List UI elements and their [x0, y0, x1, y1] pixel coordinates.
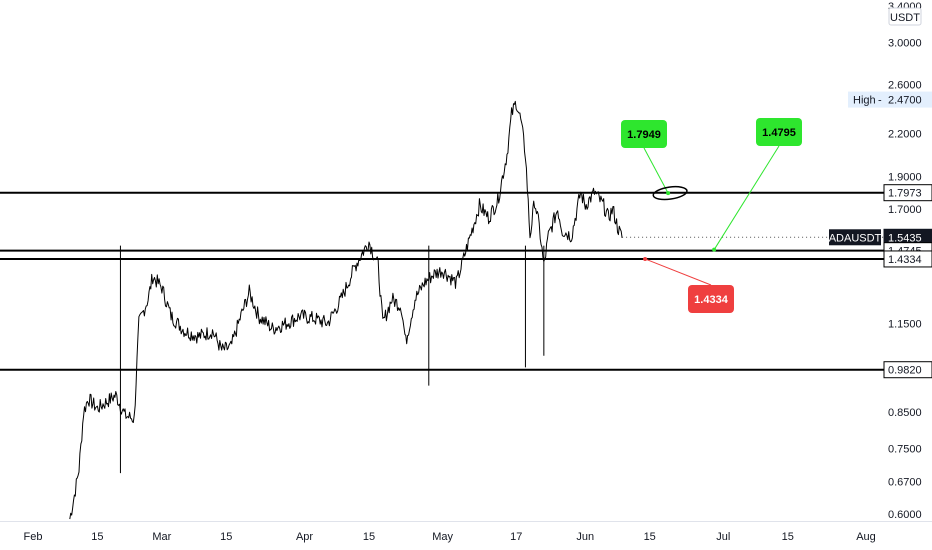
annotation-1[interactable]: 1.4795	[712, 118, 802, 252]
annotation-2[interactable]: 1.4334	[643, 256, 734, 313]
x-tick-label-3: 15	[220, 531, 232, 543]
annotation-target-1	[712, 247, 717, 252]
price-label-text-5: 0.9820	[888, 365, 922, 377]
symbol-label: ADAUSDT	[829, 229, 882, 246]
annotation-target-2	[643, 256, 648, 261]
symbol-label-box	[829, 229, 881, 246]
symbol-label-text: ADAUSDT	[829, 232, 882, 244]
annotation-box-0[interactable]	[621, 120, 667, 148]
annotations[interactable]: 1.7949 1.4795 1.4334	[621, 118, 802, 313]
price-label-box-0	[883, 184, 932, 202]
price-label-4: 1.4334	[883, 250, 932, 268]
price-label-1: 1.5435	[883, 228, 932, 246]
price-label-text-0: 1.7973	[888, 188, 922, 200]
x-tick-label-2: Mar	[152, 531, 171, 543]
horizontal-levels[interactable]	[0, 191, 884, 371]
currency-label: USDT	[888, 7, 922, 26]
x-tick-label-0: Feb	[24, 531, 43, 543]
annotation-connector-1	[713, 145, 780, 250]
high-label-box	[848, 91, 932, 108]
price-label-text-4: 1.4334	[888, 254, 922, 266]
annotation-box-1[interactable]	[756, 118, 802, 146]
circle-drawing[interactable]	[652, 185, 688, 202]
x-tick-label-11: 15	[782, 531, 794, 543]
annotation-connector-0	[643, 147, 669, 194]
annotation-label-2: 1.4334	[694, 294, 729, 306]
price-axis-labels: 1.79731.543502:38:191.47451.43340.9820AD…	[829, 91, 932, 379]
annotation-target-0	[666, 191, 671, 196]
annotation-label-1: 1.4795	[762, 127, 796, 139]
x-tick-label-9: 15	[644, 531, 656, 543]
y-tick-label-9: 0.6700	[888, 477, 922, 489]
annotation-box-2[interactable]	[688, 285, 734, 313]
currency-label-box	[888, 7, 922, 26]
price-label-5: 0.9820	[883, 361, 932, 379]
price-label-text-1: 1.5435	[888, 232, 922, 244]
y-tick-label-8: 0.7500	[888, 444, 922, 456]
price-series[interactable]	[69, 100, 623, 520]
annotation-connector-2	[644, 258, 712, 286]
y-tick-label-6: 1.1500	[888, 318, 922, 330]
y-tick-label-1: 3.0000	[888, 38, 922, 50]
price-label-0: 1.7973	[883, 184, 932, 202]
price-series-line[interactable]	[69, 100, 623, 520]
y-tick-label-3: 2.2000	[888, 128, 922, 140]
price-label-box-5	[883, 361, 932, 379]
high-label-dash: -	[878, 95, 882, 107]
high-label-value: 2.4700	[888, 95, 922, 107]
currency-label-text: USDT	[890, 12, 920, 24]
y-tick-label-5: 1.7000	[888, 204, 922, 216]
high-label: High -2.4700	[848, 91, 932, 108]
x-tick-label-4: Apr	[296, 531, 313, 543]
x-tick-label-6: May	[432, 531, 453, 543]
annotation-0[interactable]: 1.7949	[621, 120, 671, 196]
y-tick-label-4: 1.9000	[888, 171, 922, 183]
x-tick-label-12: Aug	[856, 531, 876, 543]
y-tick-label-10: 0.6000	[888, 509, 922, 521]
x-tick-label-1: 15	[91, 531, 103, 543]
x-tick-label-7: 17	[510, 531, 522, 543]
annotation-label-0: 1.7949	[627, 129, 661, 141]
high-label-text: High	[853, 95, 876, 107]
x-tick-label-8: Jun	[576, 531, 594, 543]
time-axis[interactable]: Feb 15 Mar 15 Apr 15 May 17 Jun 15 Jul 15 Aug	[24, 531, 876, 543]
y-tick-label-7: 0.8500	[888, 407, 922, 419]
price-label-box-4	[883, 250, 932, 268]
x-tick-label-10: Jul	[716, 531, 730, 543]
y-tick-label-2: 2.6000	[888, 80, 922, 92]
x-tick-label-5: 15	[363, 531, 375, 543]
